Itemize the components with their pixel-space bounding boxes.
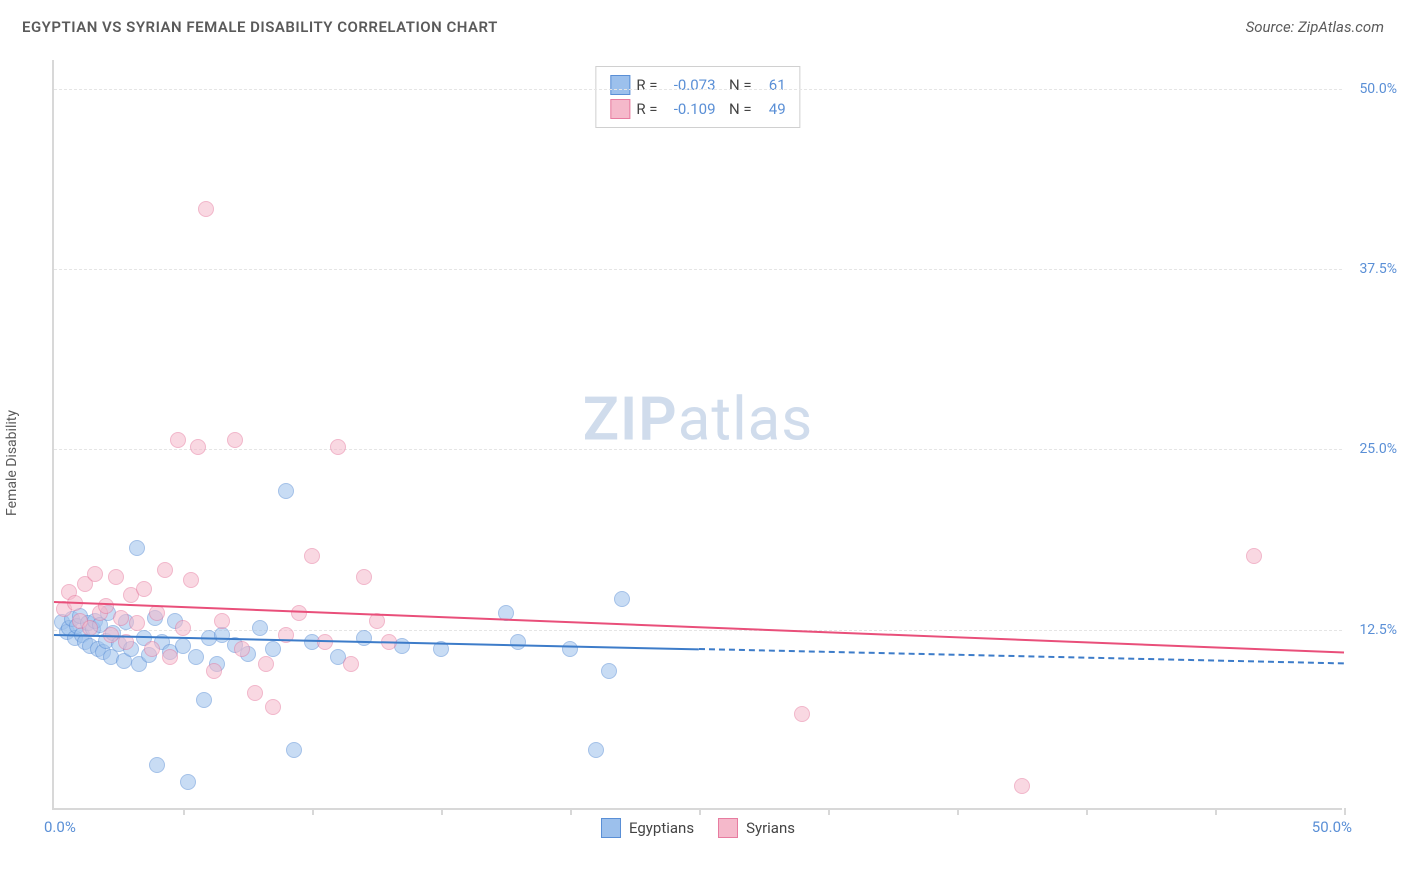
scatter-point (304, 548, 320, 564)
scatter-point (162, 649, 178, 665)
gridline (54, 269, 1342, 270)
scatter-point (113, 610, 129, 626)
scatter-point (190, 439, 206, 455)
y-tick-label: 12.5% (1359, 622, 1397, 638)
scatter-point (82, 620, 98, 636)
scatter-point (196, 692, 212, 708)
legend-n-value: 61 (758, 76, 786, 94)
source-label: Source: ZipAtlas.com (1246, 18, 1384, 36)
x-tick (570, 808, 572, 815)
x-max-label: 50.0% (1312, 818, 1352, 836)
scatter-point (136, 581, 152, 597)
x-tick (312, 808, 314, 815)
legend-r-value: -0.073 (664, 76, 716, 94)
scatter-point (98, 598, 114, 614)
scatter-point (265, 641, 281, 657)
scatter-point (198, 201, 214, 217)
x-tick (441, 808, 443, 815)
x-tick (1344, 808, 1346, 815)
scatter-point (356, 569, 372, 585)
scatter-point (510, 634, 526, 650)
chart-title: EGYPTIAN VS SYRIAN FEMALE DISABILITY COR… (22, 18, 498, 36)
legend-swatch (610, 75, 630, 95)
scatter-point (214, 613, 230, 629)
watermark-zip: ZIP (583, 384, 678, 455)
legend-row: R = -0.073 N = 61 (610, 73, 785, 97)
legend-n-value: 49 (758, 100, 786, 118)
scatter-point (149, 757, 165, 773)
scatter-point (234, 641, 250, 657)
series-name: Syrians (746, 819, 795, 837)
y-tick-label: 50.0% (1359, 81, 1397, 97)
scatter-point (227, 432, 243, 448)
scatter-point (183, 572, 199, 588)
series-legend-item: Syrians (718, 818, 795, 838)
scatter-point (258, 656, 274, 672)
scatter-point (129, 540, 145, 556)
legend-r-value: -0.109 (664, 100, 716, 118)
legend-swatch (610, 99, 630, 119)
scatter-point (614, 591, 630, 607)
legend-row: R = -0.109 N = 49 (610, 97, 785, 121)
scatter-point (129, 615, 145, 631)
series-legend-item: Egyptians (601, 818, 694, 838)
x-tick (183, 808, 185, 815)
correlation-legend: R = -0.073 N = 61 R = -0.109 N = 49 (595, 66, 800, 128)
scatter-point (170, 432, 186, 448)
x-tick (699, 808, 701, 815)
scatter-point (265, 699, 281, 715)
legend-n-label: N = (722, 100, 752, 118)
scatter-point (149, 605, 165, 621)
scatter-point (188, 649, 204, 665)
scatter-point (562, 641, 578, 657)
watermark: ZIPatlas (583, 384, 814, 455)
legend-swatch (718, 818, 738, 838)
scatter-point (1246, 548, 1262, 564)
chart-container: Female Disability ZIPatlas R = -0.073 N … (22, 60, 1384, 850)
scatter-point (157, 562, 173, 578)
scatter-point (794, 706, 810, 722)
scatter-point (278, 483, 294, 499)
y-tick-label: 37.5% (1359, 261, 1397, 277)
series-name: Egyptians (629, 819, 694, 837)
x-origin-label: 0.0% (44, 818, 76, 836)
gridline (54, 630, 1342, 631)
scatter-point (252, 620, 268, 636)
legend-r-label: R = (636, 76, 657, 94)
scatter-point (206, 663, 222, 679)
y-tick-label: 25.0% (1359, 441, 1397, 457)
scatter-point (588, 742, 604, 758)
scatter-point (330, 439, 346, 455)
legend-swatch (601, 818, 621, 838)
watermark-atlas: atlas (678, 384, 813, 455)
scatter-point (286, 742, 302, 758)
scatter-point (180, 774, 196, 790)
x-tick (957, 808, 959, 815)
scatter-point (175, 620, 191, 636)
plot-area: ZIPatlas R = -0.073 N = 61 R = -0.109 N … (52, 60, 1342, 810)
scatter-point (87, 566, 103, 582)
scatter-point (1014, 778, 1030, 794)
series-legend: Egyptians Syrians (601, 818, 795, 838)
scatter-point (601, 663, 617, 679)
y-axis-label: Female Disability (4, 410, 20, 516)
scatter-point (144, 641, 160, 657)
scatter-point (108, 569, 124, 585)
trend-line (699, 648, 1344, 664)
x-tick (1215, 808, 1217, 815)
x-tick (828, 808, 830, 815)
gridline (54, 89, 1342, 90)
scatter-point (247, 685, 263, 701)
gridline (54, 449, 1342, 450)
x-tick (1086, 808, 1088, 815)
scatter-point (291, 605, 307, 621)
legend-n-label: N = (722, 76, 752, 94)
legend-r-label: R = (636, 100, 657, 118)
scatter-point (356, 630, 372, 646)
scatter-point (343, 656, 359, 672)
